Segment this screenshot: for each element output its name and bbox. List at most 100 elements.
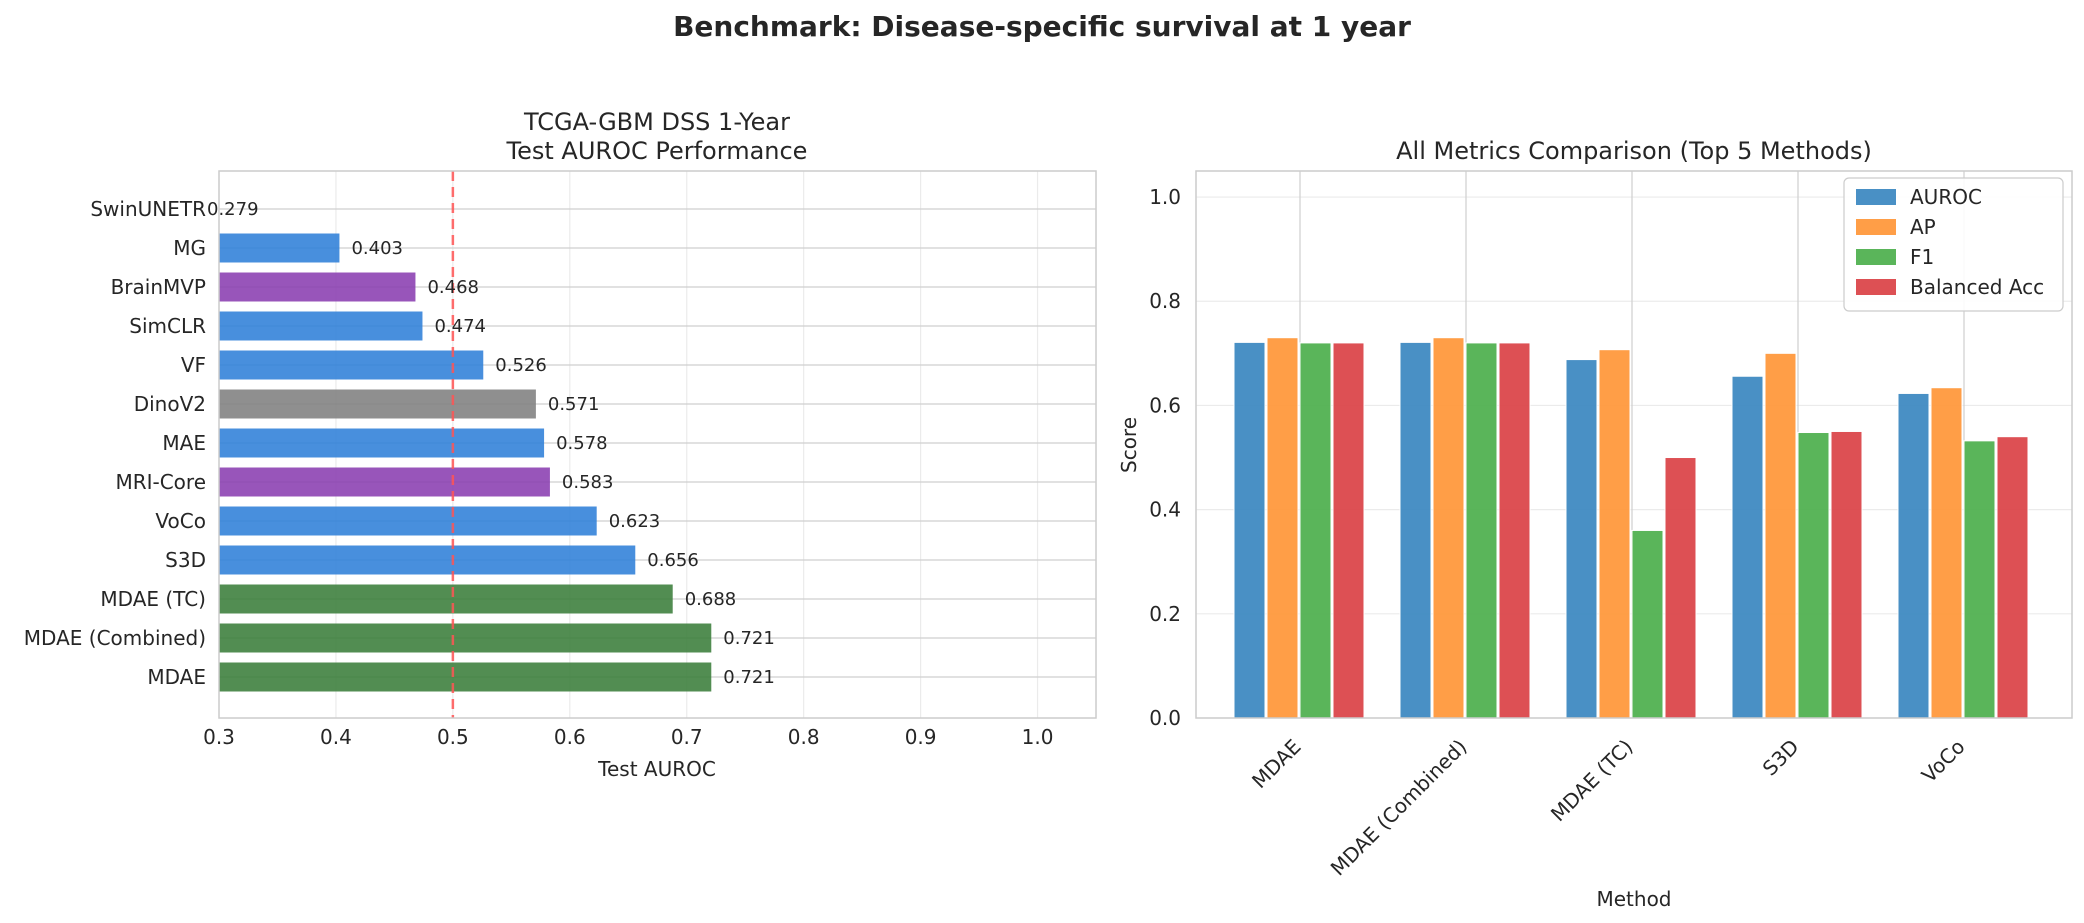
left-bar (219, 311, 423, 341)
left-bar (219, 389, 536, 419)
right-y-tick: 0.0 (1149, 706, 1181, 730)
left-y-tick: VF (181, 353, 206, 377)
right-y-tick: 0.4 (1149, 498, 1181, 522)
right-chart-panel: All Metrics Comparison (Top 5 Methods) 0… (1117, 137, 2073, 911)
left-value-label: 0.688 (685, 589, 737, 610)
left-value-labels: 0.721 0.721 0.688 0.656 0.623 0.583 0.578 0.571… (207, 199, 775, 688)
right-y-axis-label: Score (1117, 417, 1141, 473)
right-y-tick: 0.8 (1149, 289, 1181, 313)
left-y-tick: MRI-Core (115, 470, 206, 494)
left-x-tick-labels: 0.3 0.4 0.5 0.6 0.7 0.8 0.9 1.0 (203, 725, 1053, 749)
legend-label: AP (1910, 215, 1936, 239)
right-bar (1830, 430, 1863, 719)
right-y-tick-labels: 0.0 0.2 0.4 0.6 0.8 1.0 (1149, 185, 1181, 730)
left-y-tick: SwinUNETR (90, 197, 206, 221)
left-x-axis-label: Test AUROC (597, 757, 716, 781)
left-bar (219, 506, 597, 536)
right-bar (1930, 387, 1963, 719)
left-value-label: 0.578 (556, 433, 608, 454)
left-bar (219, 428, 545, 458)
right-y-tick: 0.6 (1149, 393, 1181, 417)
left-bar (219, 584, 673, 614)
left-x-tick: 1.0 (1022, 725, 1054, 749)
right-bar (1598, 349, 1631, 719)
left-bar (219, 623, 712, 653)
left-value-label: 0.656 (647, 550, 699, 571)
left-bar (219, 545, 636, 575)
left-chart-title-line-1: TCGA-GBM DSS 1-Year (523, 108, 790, 136)
right-bar (1266, 337, 1299, 719)
legend-swatch (1856, 249, 1896, 265)
left-x-tick: 0.3 (203, 725, 235, 749)
left-y-tick: MAE (162, 431, 206, 455)
left-y-tick: MDAE (TC) (100, 587, 206, 611)
right-bar (1897, 392, 1930, 719)
legend-swatch (1856, 279, 1896, 295)
right-bar (1233, 341, 1266, 719)
legend-swatch (1856, 189, 1896, 205)
right-bar (1332, 342, 1365, 719)
left-value-label: 0.721 (723, 628, 775, 649)
left-value-label: 0.571 (548, 394, 600, 415)
right-chart-title: All Metrics Comparison (Top 5 Methods) (1396, 137, 1872, 165)
right-x-tick-labels: MDAE MDAE (Combined) MDAE (TC) S3D VoCo (1247, 735, 1969, 881)
legend-label: AUROC (1910, 185, 1982, 209)
left-bar (219, 272, 416, 302)
right-bar (1996, 436, 2029, 719)
figure-suptitle: Benchmark: Disease-specific survival at … (673, 10, 1411, 43)
left-value-label: 0.279 (207, 199, 259, 220)
left-x-tick: 0.9 (905, 725, 937, 749)
left-bar (219, 350, 484, 380)
right-x-tick: MDAE (Combined) (1326, 735, 1472, 881)
right-x-tick: S3D (1758, 735, 1804, 781)
right-bar (1565, 359, 1598, 719)
left-y-tick: VoCo (155, 509, 206, 533)
left-x-tick: 0.7 (671, 725, 703, 749)
right-bars (1233, 337, 2029, 719)
left-bar (219, 233, 340, 263)
right-x-tick: MDAE (1247, 735, 1305, 793)
left-x-tick: 0.8 (788, 725, 820, 749)
legend-label: F1 (1910, 245, 1934, 269)
right-x-tick: VoCo (1917, 735, 1970, 788)
right-bar (1664, 457, 1697, 719)
left-value-label: 0.721 (723, 667, 775, 688)
left-bars (219, 233, 712, 692)
left-value-label: 0.468 (427, 277, 479, 298)
left-x-tick: 0.5 (437, 725, 469, 749)
right-bar (1432, 337, 1465, 719)
right-y-tick: 1.0 (1149, 185, 1181, 209)
right-legend: AUROC AP F1 Balanced Acc (1843, 177, 2064, 312)
right-bar (1299, 342, 1332, 719)
legend-swatch (1856, 219, 1896, 235)
left-y-tick: BrainMVP (111, 275, 206, 299)
left-y-tick: S3D (165, 548, 206, 572)
left-chart-title-line-2: Test AUROC Performance (506, 137, 808, 165)
right-plot-frame (1195, 170, 2073, 719)
right-y-tick: 0.2 (1149, 602, 1181, 626)
left-x-tick: 0.6 (554, 725, 586, 749)
left-chart-panel: TCGA-GBM DSS 1-Year Test AUROC Performan… (24, 108, 1097, 781)
left-value-label: 0.583 (562, 472, 614, 493)
right-bar (1797, 432, 1830, 719)
left-value-label: 0.403 (351, 238, 403, 259)
right-bar (1498, 342, 1531, 719)
right-bar (1631, 529, 1664, 719)
right-bar (1465, 342, 1498, 719)
right-bar (1731, 375, 1764, 719)
left-bar (219, 467, 550, 497)
left-plot-frame (218, 170, 1097, 719)
legend-box (1843, 177, 2064, 312)
right-bar (1963, 440, 1996, 719)
left-y-tick: MG (173, 236, 206, 260)
right-x-tick: MDAE (TC) (1546, 735, 1638, 827)
left-y-tick: MDAE (Combined) (24, 626, 206, 650)
left-x-tick: 0.4 (320, 725, 352, 749)
right-bar (1764, 352, 1797, 719)
right-bar (1399, 341, 1432, 719)
left-bar (219, 662, 712, 692)
left-y-tick: SimCLR (129, 314, 206, 338)
right-x-axis-label: Method (1596, 887, 1671, 911)
legend-label: Balanced Acc (1910, 275, 2044, 299)
